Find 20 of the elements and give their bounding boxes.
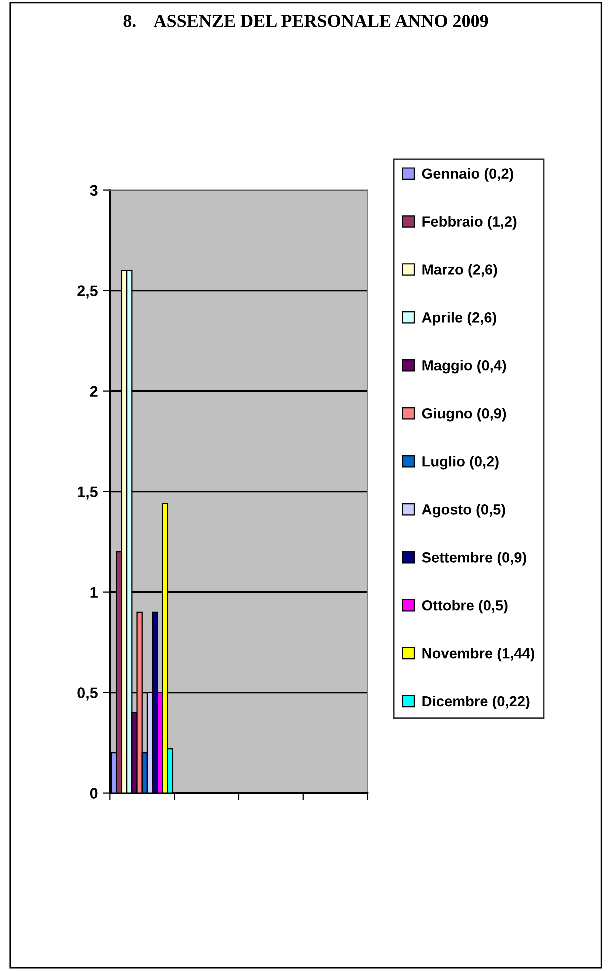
y-tick-label: 1,5	[78, 486, 98, 500]
y-tick-label: 1	[90, 587, 98, 598]
legend-label: Ottobre (0,5)	[422, 600, 508, 614]
legend-label: Aprile (2,6)	[422, 312, 496, 326]
y-tick-label: 2,5	[78, 286, 98, 299]
legend-label: Dicembre (0,22)	[422, 696, 530, 710]
legend-label: Novembre (1,44)	[422, 648, 535, 662]
y-tick-label: 3	[90, 185, 98, 196]
legend-label: Febbraio (1,2)	[422, 216, 517, 230]
y-tick-label: 0	[90, 788, 98, 799]
chart-title: 8. ASSENZE DEL PERSONALE ANNO 2009	[124, 15, 488, 28]
y-tick-label: 0,5	[78, 688, 98, 701]
legend-label: Marzo (2,6)	[422, 264, 498, 278]
y-tick-label: 2	[90, 386, 98, 397]
legend-label: Luglio (0,2)	[422, 456, 499, 470]
legend-label: Gennaio (0,2)	[422, 168, 514, 182]
legend-label: Giugno (0,9)	[422, 408, 506, 422]
legend-label: Maggio (0,4)	[422, 360, 506, 374]
legend-label: Settembre (0,9)	[422, 552, 526, 566]
legend-label: Agosto (0,5)	[422, 504, 506, 518]
